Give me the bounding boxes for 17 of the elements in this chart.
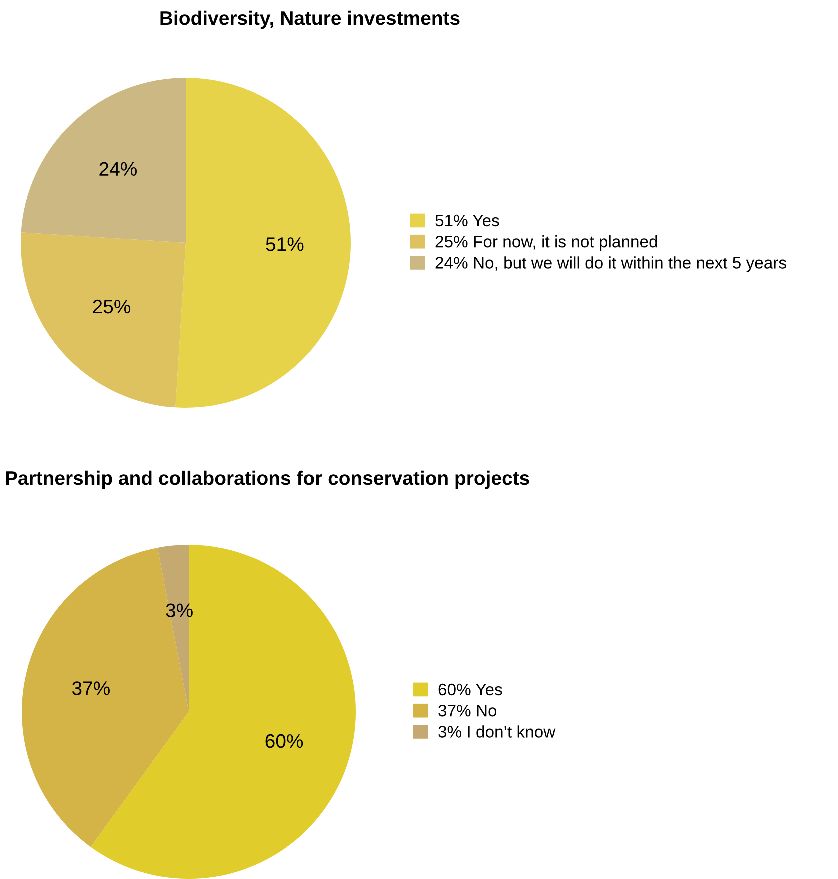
- legend-label: 3% I don’t know: [438, 726, 556, 738]
- data-label: 3%: [166, 604, 193, 618]
- chart-title: Partnership and collaborations for conservation projects: [6, 470, 530, 490]
- legend-label: 60% Yes: [438, 684, 502, 696]
- chart-title: Biodiversity, Nature investments: [160, 10, 460, 30]
- data-label: 25%: [93, 300, 131, 314]
- data-label: 60%: [266, 734, 304, 748]
- data-label: 37%: [72, 682, 110, 696]
- data-label: 51%: [266, 238, 304, 252]
- legend-label: 24% No, but we will do it within the next 5 years: [436, 256, 786, 272]
- pie-slice: [21, 232, 186, 408]
- legend-label: 51% Yes: [436, 214, 500, 227]
- pie-slice: [176, 78, 351, 408]
- legend-label: 25% For now, it is not planned: [436, 236, 658, 252]
- data-label: 24%: [100, 162, 137, 176]
- legend-label: 37% No: [438, 704, 497, 717]
- pie-slice: [21, 78, 186, 243]
